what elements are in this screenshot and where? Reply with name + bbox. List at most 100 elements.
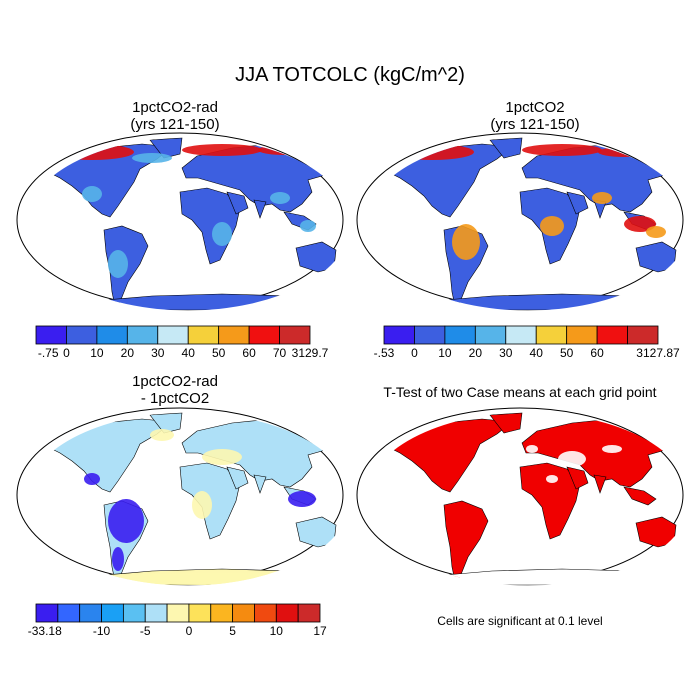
land-india [253,474,267,494]
field-patch [132,153,172,163]
field-patch [526,445,538,453]
panel-3-title-line1: 1pctCO2-rad [132,373,218,390]
colorbar-tick-label: 10 [270,624,284,638]
field-patch [112,547,124,571]
colorbar-tick-label: 10 [438,346,452,360]
colorbar-swatch [297,603,321,623]
field-patch [300,220,316,232]
colorbar-tick-label: -.53 [374,346,395,360]
field-patch [192,491,212,519]
colorbar-tick-label: 70 [273,346,287,360]
colorbar-1: -.75 0 10 20 30 40 50 60 70 3129.7 [35,325,329,360]
colorbar-tick-label: 3129.7 [292,346,329,360]
colorbar-tick-label: 20 [121,346,135,360]
main-title: JJA TOTCOLC (kgC/m^2) [235,64,465,86]
map-panel-1rad [16,132,344,311]
land-greenland [489,412,523,434]
field-patch [150,429,174,441]
panel-1-title: 1pctCO2-rad (yrs 121-150) [25,99,325,133]
colorbar-swatch [144,603,168,623]
map-panel-2 [356,132,684,311]
panel-1-title-line1: 1pctCO2-rad [132,99,218,116]
colorbar-swatch [275,603,299,623]
field-patch [592,192,612,204]
colorbar-swatch [79,603,102,623]
land-namerica [381,143,513,218]
colorbar-tick-label: -.75 [38,346,59,360]
colorbar-swatch [122,603,146,623]
colorbar-swatch [596,325,628,345]
colorbar-tick-label: 50 [560,346,574,360]
colorbar-swatch [157,325,189,345]
colorbar-tick-label: -33.18 [28,624,62,638]
land-namerica [41,418,173,493]
colorbar-tick-label: 30 [499,346,513,360]
field-patch [522,144,602,156]
colorbar-swatch [279,325,311,345]
land-seasia [623,486,657,506]
field-patch [646,226,666,238]
colorbar-swatch [383,325,415,345]
field-patch [84,473,100,485]
field-patch [602,445,622,453]
land-namerica [381,418,513,493]
colorbar-tick-label: -10 [93,624,111,638]
field-patch [558,451,586,467]
colorbar-3: -33.18 -10 -5 0 5 10 17 [28,603,327,638]
land-arabia [566,191,589,215]
land-arabia [226,466,249,490]
panel-2-title-line1: 1pctCO2 [505,99,565,116]
colorbar-swatch [57,603,81,623]
colorbar-tick-label: 17 [313,624,327,638]
field-patch [270,192,290,204]
colorbar-swatch [254,603,277,623]
colorbar-2: -.53 0 10 20 30 40 50 60 3127.87 [374,325,680,360]
land-india [253,199,267,219]
colorbar-tick-label: 30 [151,346,165,360]
map-panel-4-ttest [356,407,684,586]
colorbar-tick-label: 20 [469,346,483,360]
colorbar-tick-label: 5 [229,624,236,638]
field-patch [452,224,480,260]
panel-1-title-line2: (yrs 121-150) [130,116,220,133]
colorbar-tick-label: 60 [590,346,604,360]
colorbar-swatch [444,325,476,345]
land-arabia [226,191,249,215]
colorbar-tick-label: 60 [242,346,256,360]
colorbar-tick-label: 10 [90,346,104,360]
colorbar-swatch [35,325,67,345]
land-greenland [489,137,523,159]
colorbar-tick-label: 0 [186,624,193,638]
panel-2-title-line2: (yrs 121-150) [490,116,580,133]
field-patch [598,147,650,157]
field-patch [182,144,262,156]
colorbar-swatch [566,325,598,345]
panel-3-title: 1pctCO2-rad - 1pctCO2 [25,373,325,407]
field-patch [108,250,128,278]
colorbar-swatch [218,325,250,345]
land-namerica [41,143,173,218]
land-africa [519,462,581,540]
colorbar-swatch [166,603,190,623]
colorbar-swatch [535,325,568,345]
panel-4-title: T-Test of two Case means at each grid po… [383,384,657,400]
field-patch [546,475,558,483]
land-india [593,474,607,494]
land-arabia [566,466,589,490]
colorbar-swatch [126,325,159,345]
colorbar-swatch [414,325,446,345]
colorbar-swatch [248,325,280,345]
colorbar-swatch [101,603,124,623]
land-samerica [443,500,489,582]
map-panel-3-difference [16,407,344,586]
colorbar-swatch [474,325,507,345]
colorbar-tick-label: -5 [140,624,151,638]
land-greenland [149,137,183,159]
field-patch [108,499,144,543]
colorbar-swatch [66,325,98,345]
colorbar-swatch [187,325,220,345]
field-patch [624,216,656,232]
field-patch [288,491,316,507]
field-patch [212,222,232,246]
significance-note: Cells are significant at 0.1 level [437,614,603,628]
